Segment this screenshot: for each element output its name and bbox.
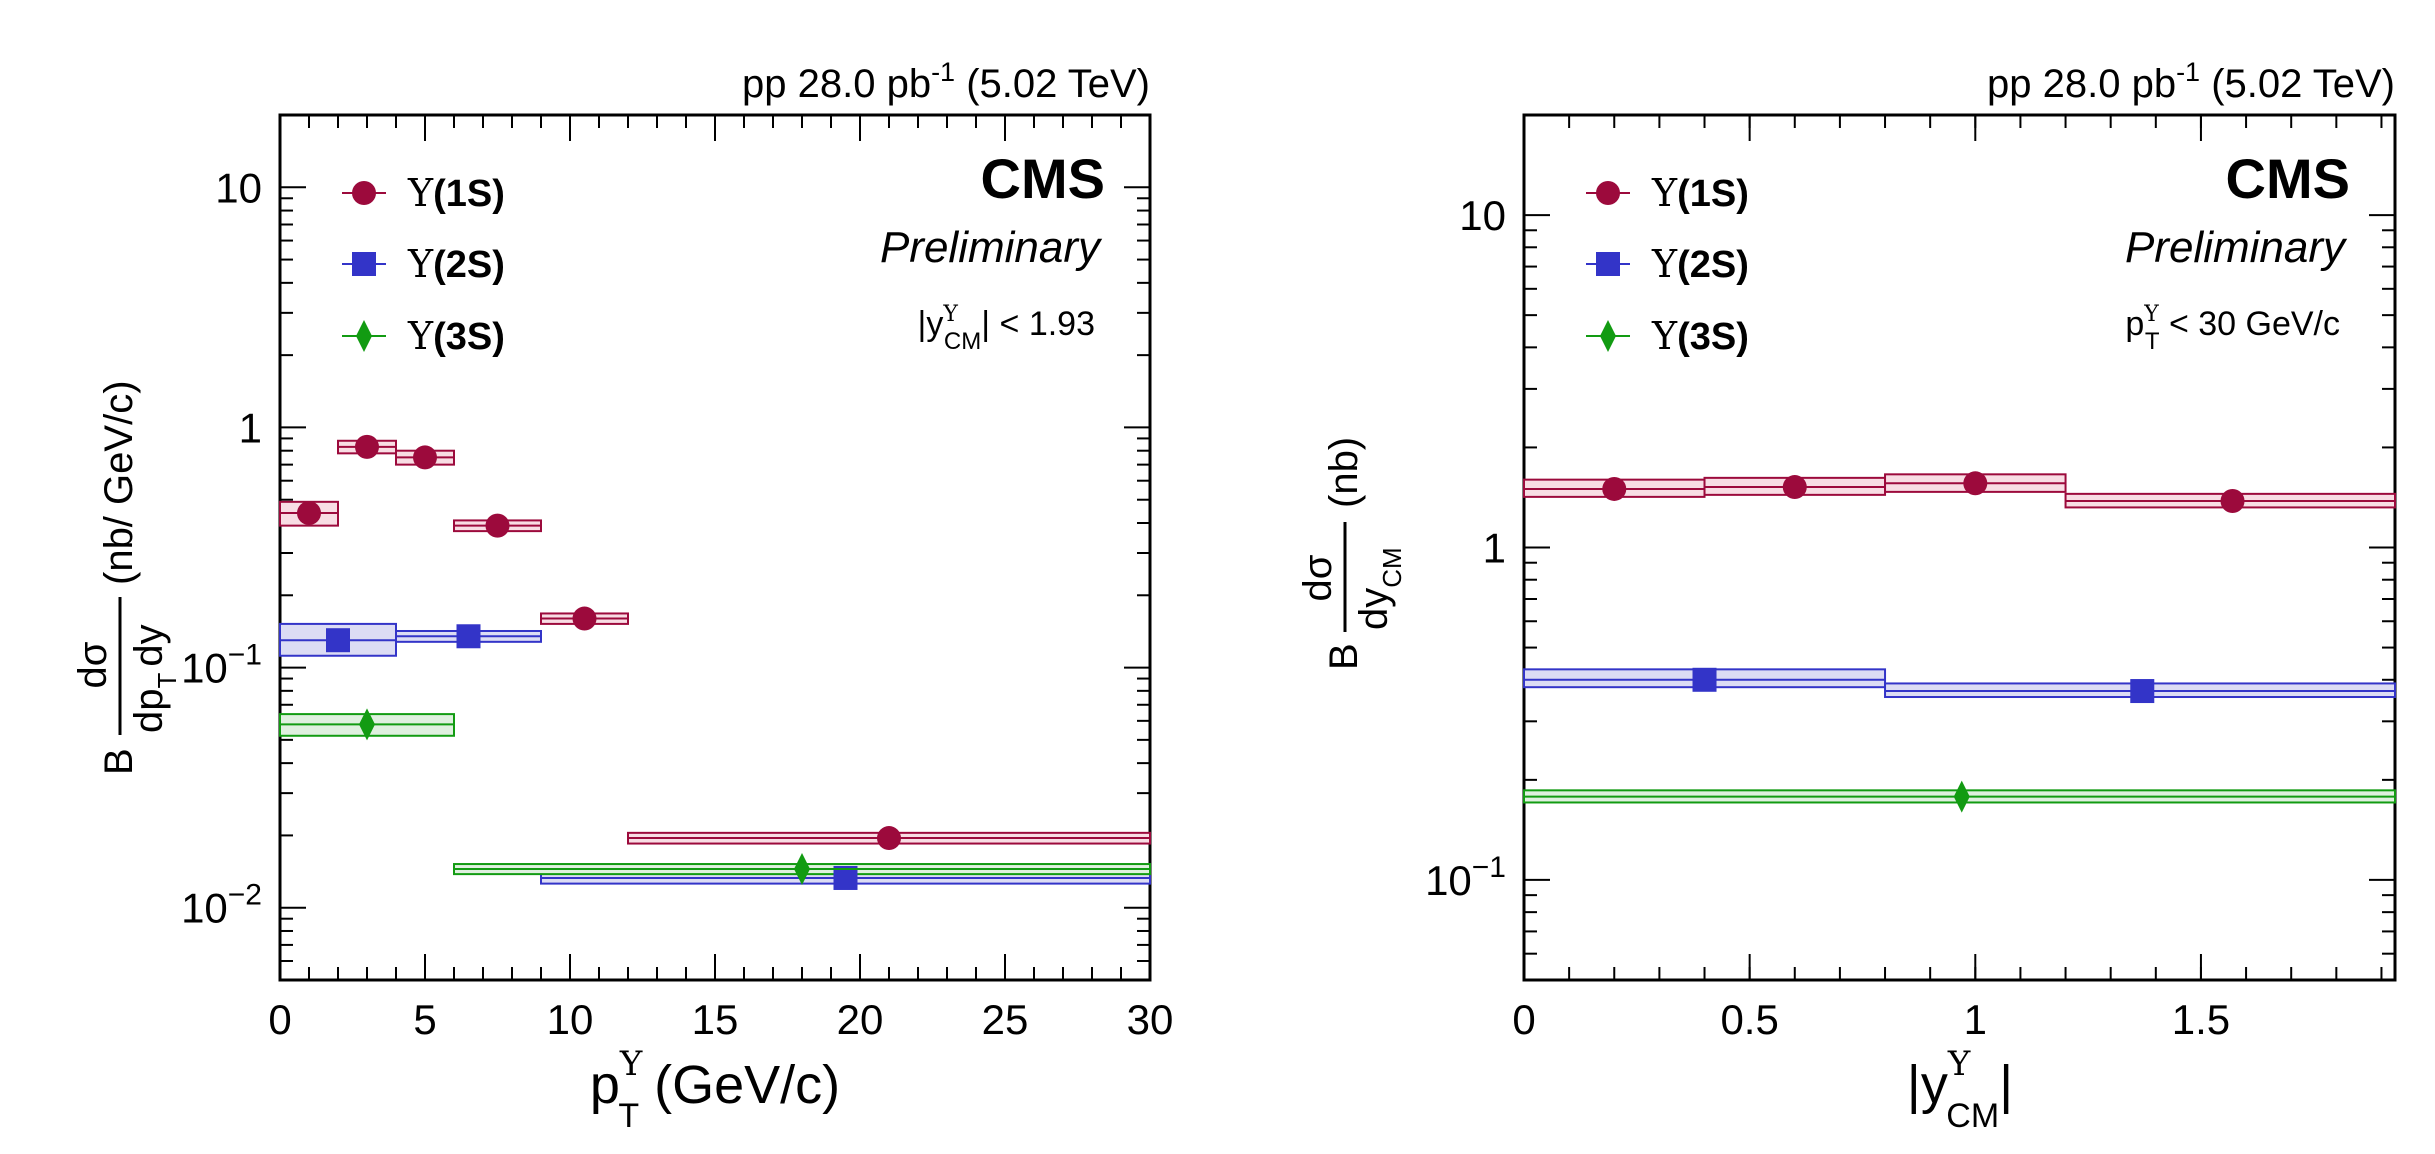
data-point-1s <box>355 434 379 459</box>
y-tick-base: 1 <box>1483 525 1506 572</box>
y-tick-base: 10 <box>181 885 228 932</box>
y-title-b-r: B <box>1322 643 1366 670</box>
legend-marker-2s <box>352 252 376 276</box>
x-tick-label: 0 <box>268 996 291 1043</box>
y-tick-exponent: −2 <box>228 879 262 912</box>
x-tick-label: 5 <box>413 996 436 1043</box>
data-point-1s <box>485 513 510 538</box>
cms-label-rapidity: CMS <box>2226 147 2350 210</box>
data-point-1s <box>1782 475 1807 500</box>
legend-label-3s: Υ(3S) <box>407 314 505 358</box>
data-point-1s <box>1963 471 1988 496</box>
y-title-num-r: dσ <box>1296 554 1340 601</box>
y-tick-base: 1 <box>239 404 262 451</box>
preliminary-label-rapidity: Preliminary <box>2125 223 2348 272</box>
x-tick-label: 20 <box>837 996 884 1043</box>
y-title-num-pt: dσ <box>71 641 115 688</box>
y-title-den-r: dyCM <box>1352 547 1407 630</box>
legend-pt: Υ(1S) Υ(2S) Υ(3S) <box>342 171 505 358</box>
x-tick-label: 1.5 <box>2172 996 2230 1043</box>
pt-cut-label: pΥ T < 30 GeV/c <box>2125 302 2340 355</box>
rapidity-cut-label: |yΥ CM| < 1.93 <box>918 302 1095 355</box>
x-tick-label: 15 <box>692 996 739 1043</box>
preliminary-label-pt: Preliminary <box>880 223 1103 272</box>
data-point-1s <box>413 445 437 470</box>
legend-marker-1s-r <box>1596 181 1620 205</box>
legend-label-3s-r: Υ(3S) <box>1651 314 1749 358</box>
legend-label-2s-r: Υ(2S) <box>1651 242 1749 286</box>
y-tick-exponent: −1 <box>1472 851 1506 884</box>
legend-label-1s-r: Υ(1S) <box>1651 171 1749 215</box>
uncertainty-boxes-pt <box>279 439 1151 885</box>
markers-pt <box>280 434 1150 890</box>
header-pt: pp 28.0 pb-1 (5.02 TeV) <box>742 57 1150 106</box>
data-point-1s <box>2220 489 2245 514</box>
x-tick-label: 30 <box>1127 996 1174 1043</box>
legend-label-2s: Υ(2S) <box>407 242 505 286</box>
uncertainty-boxes-rapidity <box>1523 473 2397 804</box>
legend-marker-3s-r <box>1600 320 1616 352</box>
y-tick-base: 10 <box>181 645 228 692</box>
header-rapidity: pp 28.0 pb-1 (5.02 TeV) <box>1987 57 2395 106</box>
data-point-2s <box>456 624 481 649</box>
y-tick-base: 10 <box>1425 857 1472 904</box>
y-axis-title-pt: B dσ dpTdy (nb/ GeV/c) <box>71 380 182 775</box>
y-tick-label: 10−2 <box>181 879 262 932</box>
y-tick-base: 10 <box>215 164 262 211</box>
x-axis-title-rapidity: |yΥ CM| <box>1907 1044 2013 1135</box>
data-point-1s <box>297 501 321 526</box>
data-point-2s <box>1692 667 1717 692</box>
y-tick-exponent: −1 <box>228 639 262 672</box>
ticks-pt <box>279 114 1151 981</box>
legend-label-1s: Υ(1S) <box>407 171 505 215</box>
data-point-1s <box>572 606 597 631</box>
y-tick-label: 1 <box>1483 525 1506 572</box>
legend-rapidity: Υ(1S) Υ(2S) Υ(3S) <box>1586 171 1749 358</box>
data-point-1s <box>877 826 901 851</box>
legend-marker-1s <box>352 181 376 205</box>
x-tick-label: 0.5 <box>1720 996 1778 1043</box>
x-tick-label: 0 <box>1512 996 1535 1043</box>
x-tick-label: 10 <box>547 996 594 1043</box>
y-title-units-pt: (nb/ GeV/c) <box>97 380 141 585</box>
data-point-3s <box>359 708 375 741</box>
legend-marker-2s-r <box>1596 252 1620 276</box>
x-tick-label: 1 <box>1964 996 1987 1043</box>
cms-label-pt: CMS <box>981 147 1105 210</box>
y-tick-base: 10 <box>1459 192 1506 239</box>
x-axis-title-pt: pΥ T (GeV/c) <box>590 1044 840 1135</box>
x-tick-label: 25 <box>982 996 1029 1043</box>
y-title-b-pt: B <box>97 748 141 775</box>
y-title-units-r: (nb) <box>1322 437 1366 508</box>
markers-rapidity <box>1524 471 2395 813</box>
panel-rapidity: pp 28.0 pb-1 (5.02 TeV) 0 0.5 1 1.510110−1 … <box>1296 57 2397 1135</box>
data-point-2s <box>326 628 350 653</box>
data-point-1s <box>1602 476 1627 501</box>
data-point-3s <box>1953 780 1970 813</box>
legend-marker-3s <box>356 320 372 352</box>
y-title-den-pt: dpTdy <box>127 624 182 733</box>
y-tick-label: 10−1 <box>181 639 262 692</box>
panel-pt: pp 28.0 pb-1 (5.02 TeV) 0 5 10 15 20 25 30 10 1 1… <box>71 57 1173 1135</box>
y-tick-label: 10−1 <box>1425 851 1506 904</box>
data-point-2s <box>833 865 858 890</box>
ticks-rapidity <box>1523 114 2395 981</box>
y-tick-label: 1 <box>239 404 262 451</box>
y-tick-label: 10 <box>215 164 262 211</box>
y-axis-title-rapidity: B dσ dyCM (nb) <box>1296 437 1407 670</box>
y-tick-label: 10 <box>1459 192 1506 239</box>
data-point-3s <box>794 852 810 885</box>
data-point-2s <box>2130 679 2155 704</box>
